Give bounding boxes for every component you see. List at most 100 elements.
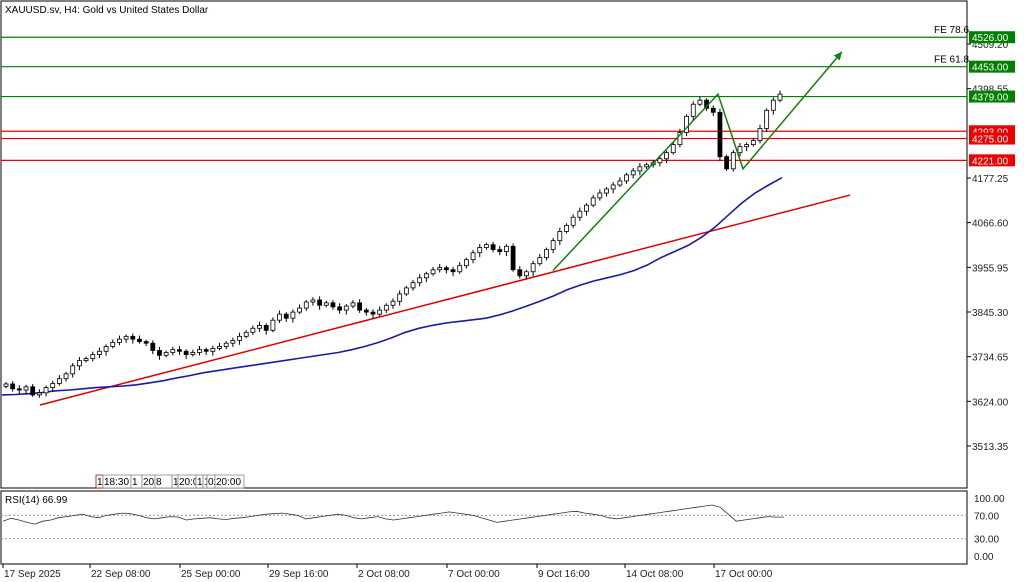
candle-body bbox=[557, 230, 563, 242]
candle-body bbox=[710, 107, 716, 113]
price-tick-label: 4398.55 bbox=[972, 85, 1009, 96]
candle-body bbox=[157, 350, 162, 356]
price-tick-label: 3734.65 bbox=[972, 353, 1009, 364]
trendlines bbox=[39, 194, 851, 406]
time-tick-label: 25 Sep 00:00 bbox=[181, 569, 241, 580]
time-tick-label: 22 Sep 08:00 bbox=[91, 569, 151, 580]
price-level-label-bg bbox=[969, 132, 1015, 145]
session-label: 1 bbox=[97, 477, 103, 488]
candle-body bbox=[744, 144, 750, 148]
candle-body bbox=[177, 349, 182, 352]
candle-body bbox=[303, 301, 309, 309]
candle-body bbox=[757, 128, 763, 141]
price-level-label-bg bbox=[969, 90, 1015, 103]
candle-body bbox=[457, 265, 463, 273]
price-axis[interactable]: 4509.20 4398.55 4177.25 4066.60 3955.95 3845.… bbox=[967, 40, 1009, 453]
candle-body bbox=[477, 247, 483, 254]
candle-body bbox=[50, 383, 56, 389]
candle-body bbox=[484, 244, 489, 248]
price-levels: FE 78.6 FE 61.8 bbox=[1, 25, 969, 161]
candle-body bbox=[677, 132, 683, 145]
red-trendline bbox=[39, 194, 851, 406]
price-level-label-bg bbox=[969, 31, 1015, 44]
candle-body bbox=[36, 392, 42, 396]
time-tick-label: 17 Sep 2025 bbox=[4, 569, 61, 580]
candle-body bbox=[250, 327, 256, 333]
candle-body bbox=[323, 302, 329, 306]
price-tick-label: 4177.25 bbox=[972, 174, 1009, 185]
candle-body bbox=[350, 302, 356, 307]
price-level-label: 4526.00 bbox=[972, 33, 1009, 44]
candle-body bbox=[450, 269, 456, 273]
candle-body bbox=[717, 111, 723, 158]
candle-body bbox=[403, 287, 409, 295]
candle-body bbox=[63, 373, 69, 380]
candle-body bbox=[617, 180, 623, 186]
candle-body bbox=[123, 335, 129, 340]
rsi-title: RSI(14) 66.99 bbox=[5, 495, 68, 506]
candle-body bbox=[597, 192, 603, 199]
candle-body bbox=[584, 204, 589, 212]
fibo-expansion-label: FE 78.6 bbox=[934, 25, 969, 36]
candle-body bbox=[604, 188, 609, 194]
candle-body bbox=[630, 170, 636, 176]
candle-body bbox=[550, 240, 556, 250]
price-tick-label: 3955.95 bbox=[972, 263, 1009, 274]
candle-body bbox=[430, 269, 436, 275]
candle-body bbox=[524, 271, 529, 277]
candle-body bbox=[16, 388, 22, 391]
session-label: 20:0 bbox=[143, 477, 163, 488]
candle-body bbox=[90, 354, 96, 359]
candle-body bbox=[637, 166, 643, 172]
rsi-tick-label: 30.00 bbox=[974, 535, 999, 546]
candle-body bbox=[290, 311, 296, 319]
candle-body bbox=[83, 358, 89, 361]
candle-body bbox=[283, 313, 289, 319]
time-tick-label: 14 Oct 08:00 bbox=[626, 569, 684, 580]
price-tick-label: 4509.20 bbox=[972, 40, 1009, 51]
candlestick-series bbox=[3, 90, 783, 398]
time-tick-label: 9 Oct 16:00 bbox=[538, 569, 590, 580]
time-tick-label: 29 Sep 16:00 bbox=[269, 569, 329, 580]
candle-body bbox=[183, 350, 189, 355]
rsi-tick-label: 100.00 bbox=[974, 494, 1005, 505]
candle-body bbox=[664, 152, 669, 160]
candle-body bbox=[297, 307, 302, 313]
candle-body bbox=[497, 249, 503, 252]
candle-body bbox=[544, 249, 549, 259]
rsi-tick-label: 70.00 bbox=[974, 511, 999, 522]
arrow-head bbox=[833, 51, 842, 61]
candle-body bbox=[490, 244, 496, 250]
session-label: 20:0 bbox=[179, 477, 199, 488]
chart-title: XAUUSD.sv, H4: Gold vs United States Dol… bbox=[5, 5, 209, 16]
candle-body bbox=[397, 293, 403, 302]
candle-body bbox=[590, 197, 596, 206]
candle-body bbox=[150, 342, 156, 351]
candle-body bbox=[210, 348, 216, 352]
candle-body bbox=[203, 349, 209, 352]
candle-body bbox=[570, 216, 576, 226]
candle-body bbox=[143, 341, 149, 344]
candle-body bbox=[750, 140, 756, 145]
candle-body bbox=[684, 115, 689, 133]
price-level-labels: 4526.004453.004379.004293.004275.004221.… bbox=[969, 31, 1015, 167]
moving-average-line bbox=[1, 176, 783, 396]
candle-body bbox=[277, 313, 282, 321]
candle-body bbox=[330, 302, 336, 308]
candle-body bbox=[657, 158, 663, 164]
candle-body bbox=[3, 383, 9, 387]
candle-body bbox=[377, 309, 383, 315]
candle-body bbox=[110, 341, 116, 347]
session-label: 18:30 bbox=[104, 477, 129, 488]
moving-average bbox=[1, 176, 783, 396]
session-label: 1 bbox=[132, 477, 138, 488]
rsi-line bbox=[2, 504, 784, 525]
price-level-label: 4453.00 bbox=[972, 63, 1009, 74]
time-axis[interactable]: 17 Sep 2025 22 Sep 08:00 25 Sep 00:00 29 Se… bbox=[2, 564, 773, 580]
candle-body bbox=[10, 383, 16, 390]
candle-body bbox=[363, 309, 369, 313]
candle-body bbox=[383, 304, 389, 311]
candle-body bbox=[237, 335, 242, 341]
